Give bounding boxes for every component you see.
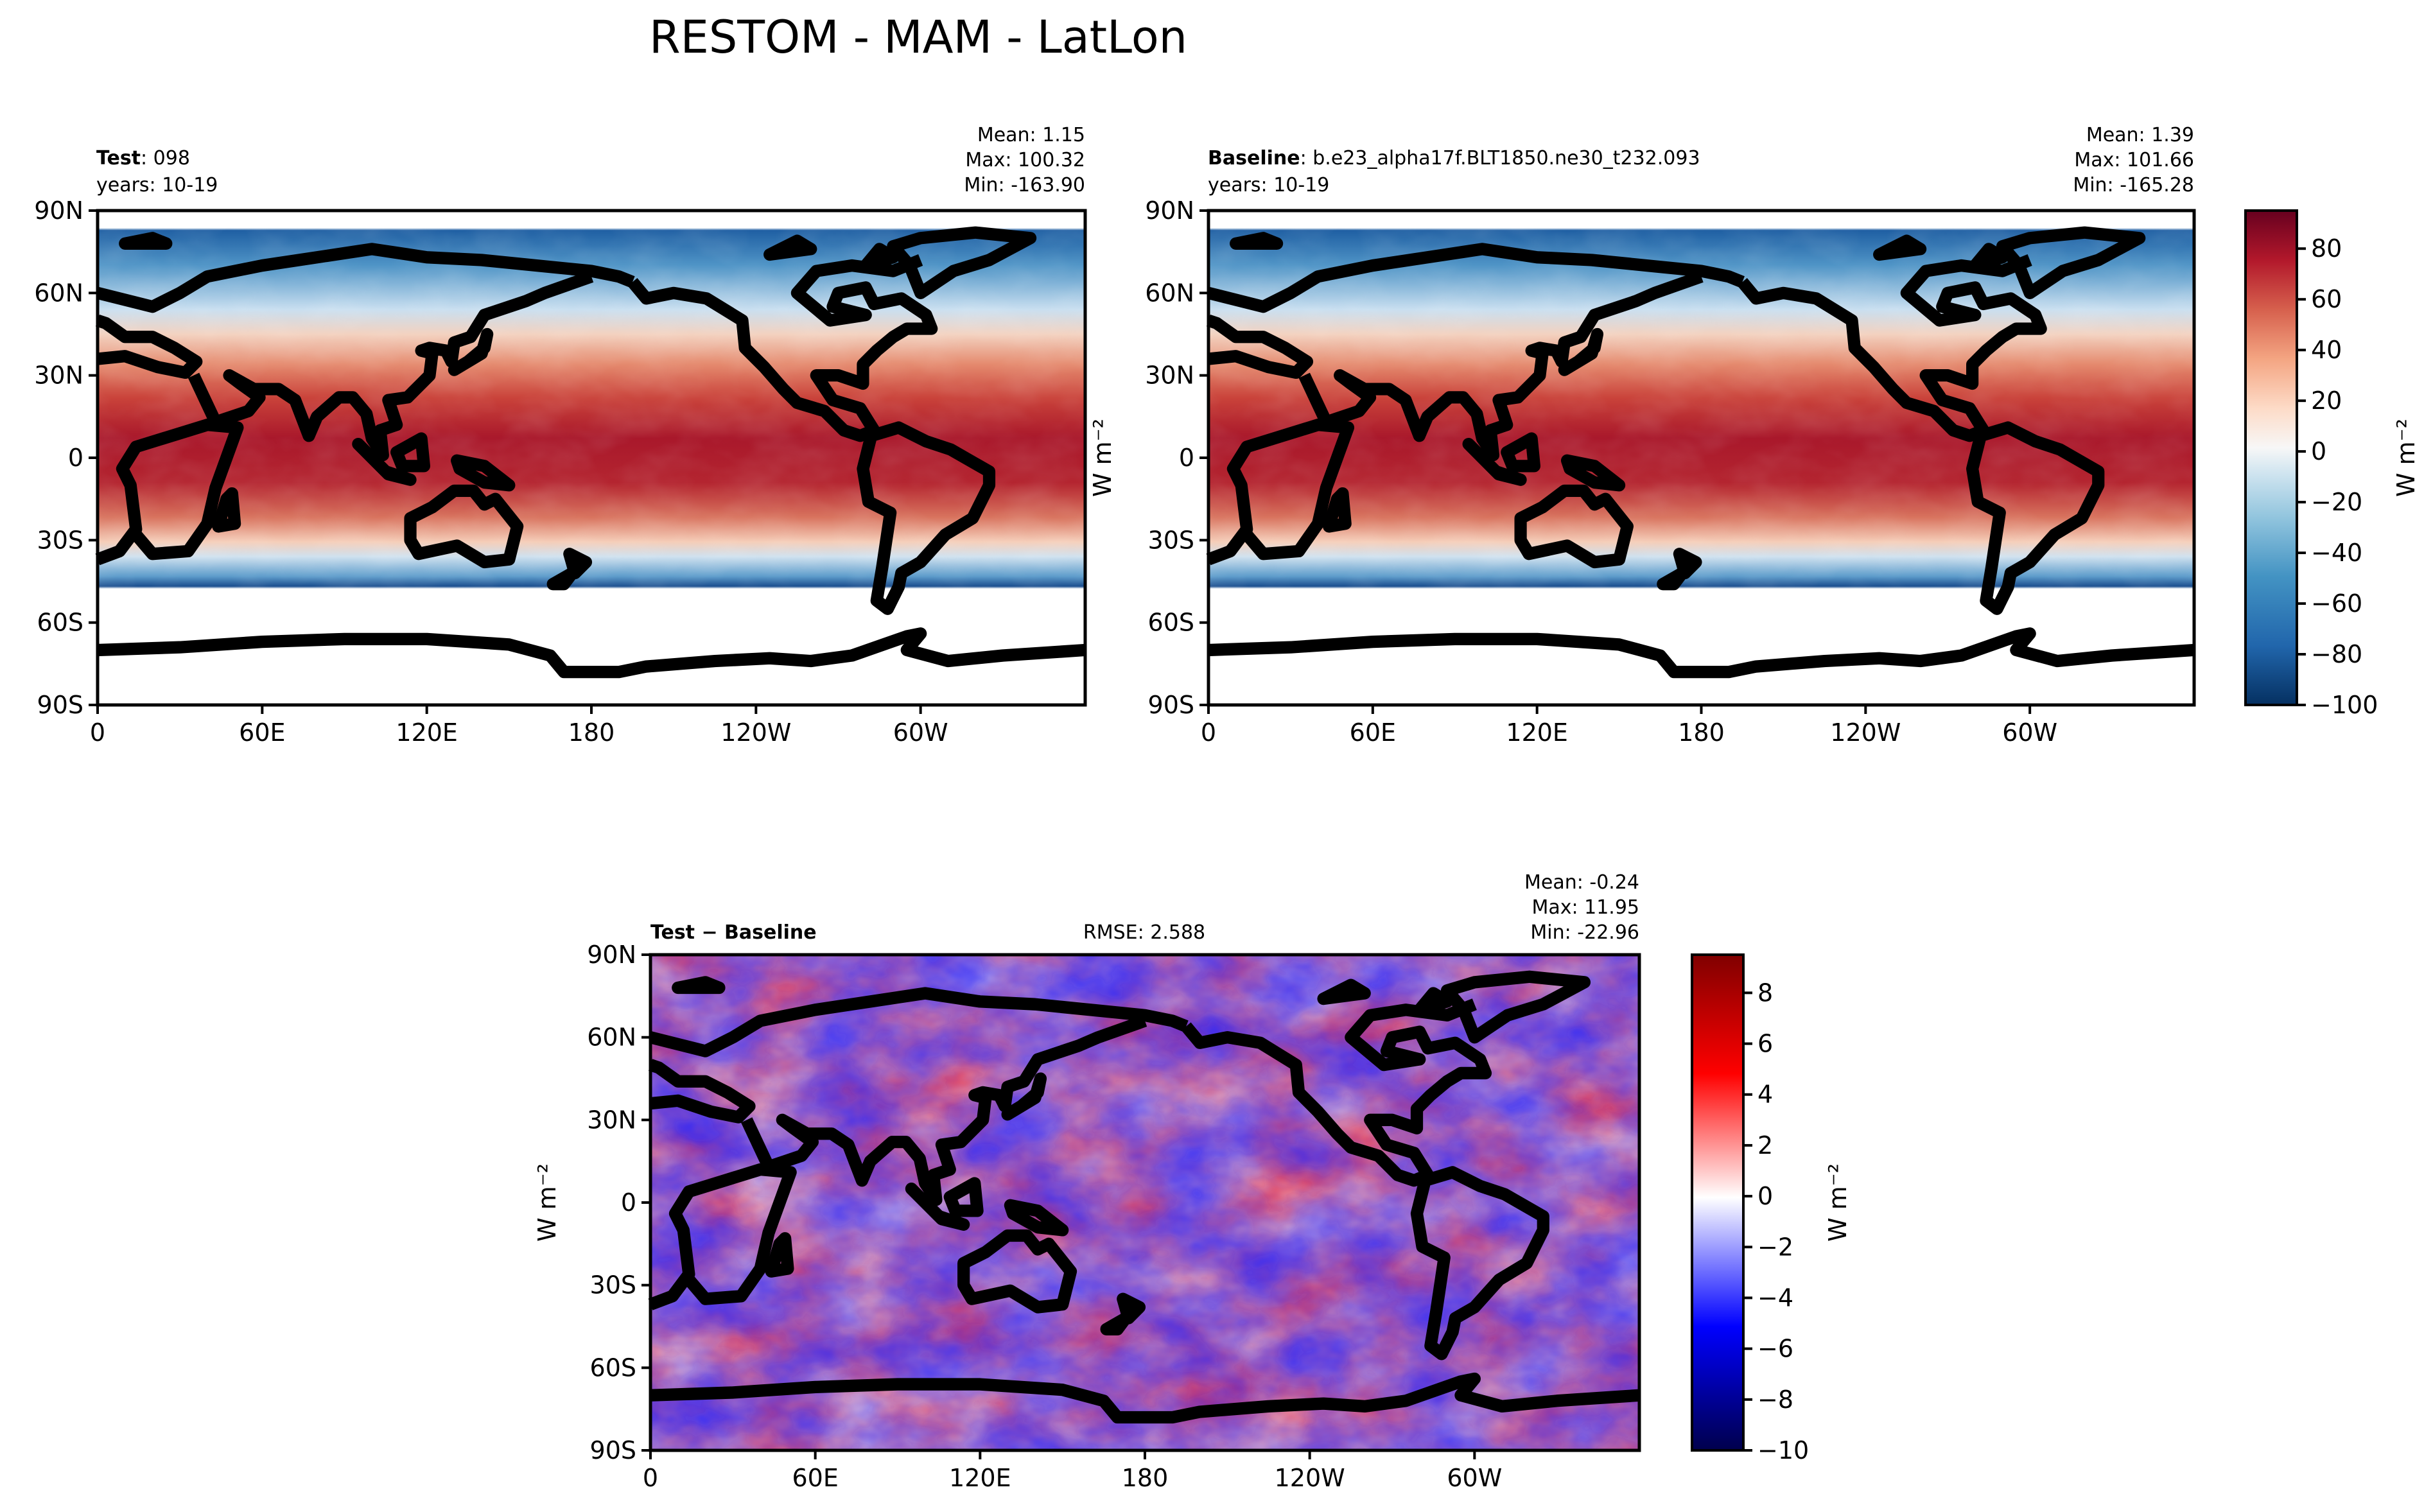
- panel-diff-axes: 0 60E 120E 180 120W 60W 90N 60N 30N 0 30S 60S 90S: [587, 941, 1502, 1492]
- panel-diff-ylabel: W m⁻²: [533, 1163, 561, 1242]
- x-tick-label: 60E: [1350, 718, 1396, 747]
- x-tick-label: 0: [90, 718, 105, 747]
- y-tick-label: 90N: [34, 196, 83, 225]
- y-tick-label: 90N: [1145, 196, 1194, 225]
- y-tick-label: 90N: [587, 941, 636, 969]
- y-tick-label: 90S: [1148, 691, 1194, 719]
- colorbar-diff-label: W m⁻²: [1824, 1163, 1852, 1242]
- y-tick-label: 30N: [34, 361, 83, 390]
- y-tick-label: 90S: [590, 1436, 636, 1464]
- colorbar-tick-label: −60: [2311, 589, 2362, 618]
- panel-baseline-years: years: 10-19: [1208, 174, 1329, 196]
- panel-baseline-axes: 0 60E 120E 180 120W 60W 90N 60N 30N 0 30S 60S 90S: [1145, 196, 2057, 747]
- panel-diff-rmse: RMSE: 2.588: [1083, 921, 1205, 944]
- panel-baseline-name: Baseline: b.e23_alpha17f.BLT1850.ne30_t2…: [1208, 147, 1700, 169]
- panel-diff-max: Max: 11.95: [1531, 896, 1639, 919]
- panel-diff-min: Min: -22.96: [1530, 921, 1639, 944]
- colorbar-tick-label: −10: [1757, 1436, 1809, 1464]
- colorbar-tick-label: 20: [2311, 387, 2342, 415]
- y-tick-label: 30N: [1145, 361, 1194, 390]
- y-tick-label: 0: [1179, 444, 1194, 472]
- x-tick-label: 120E: [949, 1464, 1011, 1492]
- panel-test: Test: 098 years: 10-19 Mean: 1.15 Max: 1…: [34, 124, 1117, 747]
- colorbar-tick-label: 40: [2311, 336, 2342, 364]
- x-tick-label: 60W: [2002, 718, 2057, 747]
- figure-title: RESTOM - MAM - LatLon: [649, 11, 1187, 64]
- colorbar-tick-label: −40: [2311, 539, 2362, 567]
- panel-diff-name: Test − Baseline: [650, 921, 817, 944]
- colorbar-tick-label: −20: [2311, 488, 2362, 516]
- y-tick-label: 60S: [37, 609, 83, 637]
- colorbar-diff-bar: [1691, 953, 1745, 1452]
- x-tick-label: 60E: [792, 1464, 838, 1492]
- colorbar-tick-label: −2: [1757, 1233, 1793, 1261]
- y-tick-label: 30S: [590, 1271, 636, 1299]
- x-tick-label: 120E: [396, 718, 458, 747]
- y-tick-label: 30N: [587, 1106, 636, 1134]
- colorbar-tick-label: −6: [1757, 1335, 1793, 1363]
- panel-test-ylabel: W m⁻²: [1088, 419, 1117, 497]
- colorbar-tick-label: 6: [1757, 1030, 1773, 1058]
- y-tick-label: 90S: [37, 691, 83, 719]
- x-tick-label: 60W: [893, 718, 948, 747]
- colorbar-tick-label: −4: [1757, 1283, 1793, 1312]
- panel-baseline-min: Min: -165.28: [2073, 174, 2194, 196]
- panel-test-axes: 0 60E 120E 180 120W 60W 90N 60N 30N 0 30S 60S 90S: [34, 196, 948, 747]
- colorbar-tick-label: −100: [2311, 691, 2378, 719]
- panel-diff: Test − Baseline RMSE: 2.588 Mean: -0.24 …: [533, 871, 1639, 1492]
- y-tick-label: 60N: [1145, 279, 1194, 307]
- x-tick-label: 180: [1678, 718, 1725, 747]
- panel-test-max: Max: 100.32: [965, 149, 1085, 171]
- colorbar-tick-label: 0: [2311, 437, 2326, 465]
- panel-diff-map: [650, 955, 1639, 1450]
- colorbar-tick-label: 8: [1757, 978, 1773, 1007]
- colorbar-top-ticks: 80 60 40 20 0 −20 −40 −60 −80 −100: [2297, 234, 2378, 719]
- panel-test-min: Min: -163.90: [964, 174, 1085, 196]
- y-tick-label: 0: [621, 1188, 636, 1217]
- x-tick-label: 120W: [1275, 1464, 1345, 1492]
- colorbar-tick-label: 60: [2311, 285, 2342, 313]
- colorbar-tick-label: −80: [2311, 640, 2362, 668]
- y-tick-label: 60S: [590, 1353, 636, 1382]
- x-tick-label: 120W: [720, 718, 791, 747]
- y-tick-label: 30S: [1148, 526, 1194, 554]
- colorbar-tick-label: 0: [1757, 1182, 1773, 1210]
- colorbar-tick-label: −8: [1757, 1386, 1793, 1414]
- panel-test-mean: Mean: 1.15: [977, 124, 1085, 146]
- y-tick-label: 0: [68, 444, 83, 472]
- colorbar-tick-label: 2: [1757, 1131, 1773, 1160]
- y-tick-label: 30S: [37, 526, 83, 554]
- x-tick-label: 180: [1122, 1464, 1169, 1492]
- x-tick-label: 120W: [1830, 718, 1901, 747]
- colorbar-tick-label: 80: [2311, 234, 2342, 263]
- x-tick-label: 120E: [1506, 718, 1568, 747]
- panel-baseline: Baseline: b.e23_alpha17f.BLT1850.ne30_t2…: [1145, 124, 2194, 747]
- colorbar-top-label: W m⁻²: [2392, 419, 2420, 497]
- x-tick-label: 0: [1201, 718, 1216, 747]
- x-tick-label: 60W: [1447, 1464, 1502, 1492]
- colorbar-diff: 8 6 4 2 0 −2 −4 −6 −8 −10 W m⁻²: [1691, 953, 1852, 1464]
- panel-test-map: [98, 211, 1085, 705]
- colorbar-top-bar: [2244, 209, 2298, 706]
- panel-baseline-map: [1208, 211, 2194, 705]
- panel-test-name: Test: 098: [96, 147, 190, 169]
- y-tick-label: 60N: [587, 1023, 636, 1052]
- panel-test-years: years: 10-19: [96, 174, 218, 196]
- colorbar-diff-ticks: 8 6 4 2 0 −2 −4 −6 −8 −10: [1743, 978, 1809, 1464]
- panel-baseline-mean: Mean: 1.39: [2086, 124, 2194, 146]
- y-tick-label: 60S: [1148, 609, 1194, 637]
- panel-diff-mean: Mean: -0.24: [1524, 871, 1639, 894]
- colorbar-tick-label: 4: [1757, 1081, 1773, 1109]
- x-tick-label: 0: [643, 1464, 658, 1492]
- x-tick-label: 180: [568, 718, 615, 747]
- y-tick-label: 60N: [34, 279, 83, 307]
- x-tick-label: 60E: [239, 718, 285, 747]
- colorbar-top: 80 60 40 20 0 −20 −40 −60 −80 −100 W m⁻²: [2244, 209, 2420, 719]
- panel-baseline-max: Max: 101.66: [2074, 149, 2194, 171]
